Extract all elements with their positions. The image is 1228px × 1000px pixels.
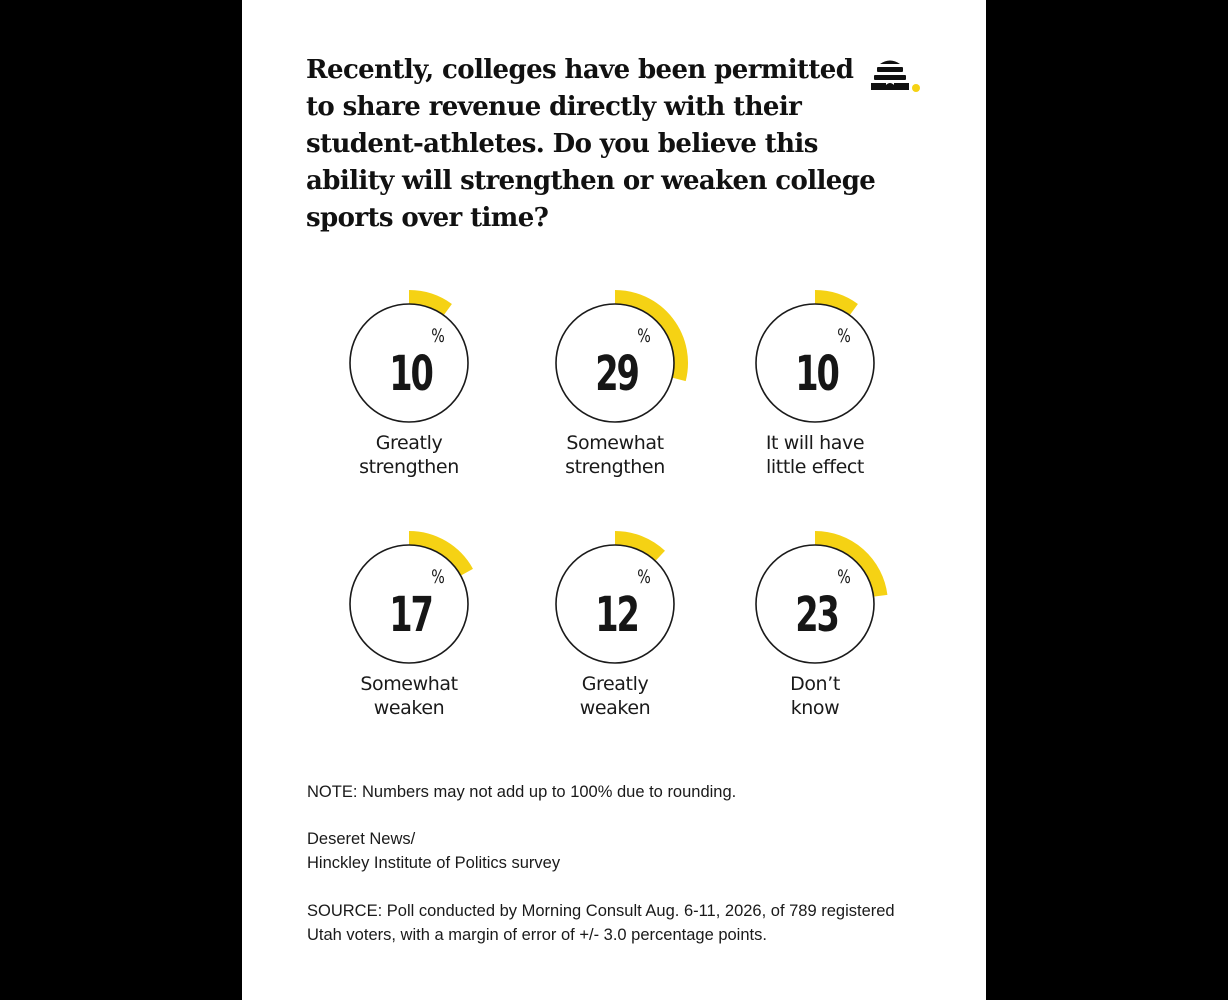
percentage-number: 29: [594, 346, 640, 402]
donut-ring: [755, 544, 875, 664]
donut-ring: [555, 303, 675, 423]
response-label: Greatly weaken: [515, 672, 715, 720]
percent-sign: %: [431, 566, 446, 588]
response-label-line: Greatly: [375, 432, 443, 454]
result-item: 10% It will have little effect: [715, 283, 915, 498]
response-label-line: weaken: [373, 697, 445, 719]
survey-credit: Deseret News/ Hinckley Institute of Poli…: [307, 827, 927, 875]
percentage-number: 23: [794, 587, 840, 643]
percentage-arc: [408, 531, 473, 576]
response-label-line: Greatly: [581, 673, 649, 695]
donut-chart: [555, 290, 688, 423]
percentage-arc: [614, 531, 665, 562]
result-item: 29% Somewhat strengthen: [515, 283, 715, 498]
credit-line: Deseret News/: [307, 830, 416, 848]
result-item: 12% Greatly weaken: [515, 524, 715, 739]
response-label-line: It will have: [765, 432, 865, 454]
response-label-line: Somewhat: [566, 432, 664, 454]
percentage-arc: [814, 290, 858, 316]
response-label-line: weaken: [579, 697, 651, 719]
percentage-arc: [614, 290, 688, 382]
response-label: Don’t know: [715, 672, 915, 720]
result-item: 10% Greatly strengthen: [309, 283, 509, 498]
headline: Recently, colleges have been permitted t…: [306, 55, 876, 233]
percentage-number: 10: [388, 346, 434, 402]
donut-ring: [555, 544, 675, 664]
percent-sign: %: [637, 325, 652, 347]
percentage-number: 12: [594, 587, 640, 643]
percentage-arc: [408, 290, 452, 316]
source-note: SOURCE: Poll conducted by Morning Consul…: [307, 902, 895, 944]
response-label-line: Don’t: [790, 673, 840, 695]
percentage-arc: [814, 531, 888, 597]
response-label-line: strengthen: [565, 456, 665, 478]
donut-chart: [555, 531, 675, 664]
donut-ring: [349, 303, 469, 423]
result-item: 17% Somewhat weaken: [309, 524, 509, 739]
response-label-line: Somewhat: [360, 673, 458, 695]
response-label: It will have little effect: [715, 431, 915, 479]
result-item: 23% Don’t know: [715, 524, 915, 739]
percent-sign: %: [837, 325, 852, 347]
percentage-value: 29%: [515, 283, 715, 453]
response-label: Somewhat strengthen: [515, 431, 715, 479]
infographic-panel: Recently, colleges have been permitted t…: [242, 0, 986, 1000]
percentage-value: 23%: [715, 524, 915, 694]
percent-sign: %: [431, 325, 446, 347]
donut-chart: [349, 290, 469, 423]
percentage-value: 17%: [309, 524, 509, 694]
response-label: Greatly strengthen: [309, 431, 509, 479]
donut-ring: [349, 544, 469, 664]
response-label-line: strengthen: [359, 456, 459, 478]
donut-chart: [755, 531, 888, 664]
credit-line: Hinckley Institute of Politics survey: [307, 854, 561, 872]
donut-ring: [755, 303, 875, 423]
percent-sign: %: [637, 566, 652, 588]
rounding-note: NOTE: Numbers may not add up to 100% due…: [307, 783, 737, 801]
response-label: Somewhat weaken: [309, 672, 509, 720]
beehive-logo-icon: [871, 60, 920, 92]
percentage-number: 10: [794, 346, 840, 402]
percentage-number: 17: [388, 587, 434, 643]
response-label-line: know: [790, 697, 840, 719]
percentage-value: 10%: [715, 283, 915, 453]
percentage-value: 12%: [515, 524, 715, 694]
response-label-line: little effect: [766, 456, 864, 478]
donut-chart: [755, 290, 875, 423]
percent-sign: %: [837, 566, 852, 588]
percentage-value: 10%: [309, 283, 509, 453]
donut-chart: [349, 531, 473, 664]
